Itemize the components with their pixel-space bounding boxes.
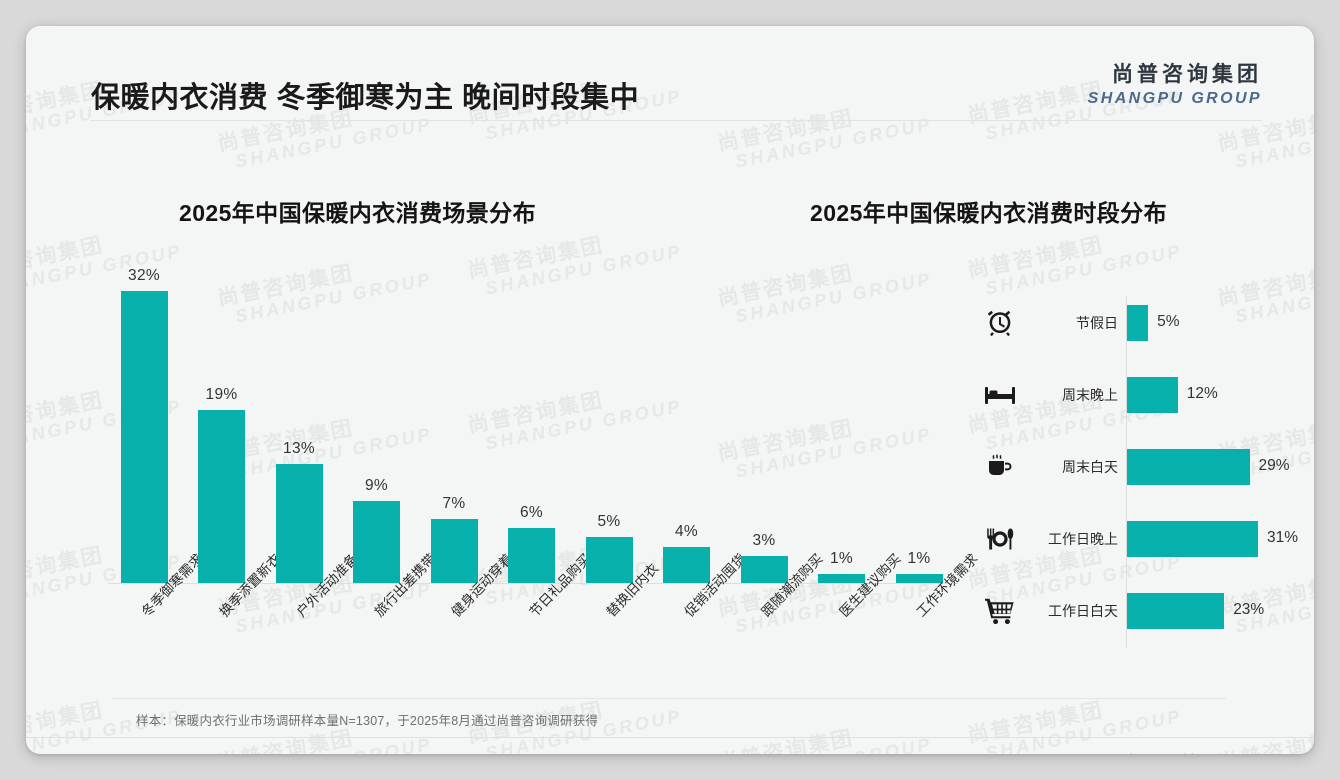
time-category-label: 周末晚上	[1062, 387, 1118, 403]
scene-bar-value-label: 9%	[364, 476, 388, 494]
scene-chart-plot-area: 32% 冬季御寒需求 19% 换季添置新衣 13% 户外活动准备 9% 旅行出差携带 7% 健身运…	[90, 267, 981, 620]
time-category-label: 工作日白天	[1048, 603, 1118, 619]
scene-bar-value-label: 19%	[205, 385, 238, 403]
scene-chart-baseline	[108, 583, 958, 584]
time-bar-row[interactable]: 周末晚上 12%	[966, 372, 1296, 418]
scene-bar-value-label: 6%	[519, 504, 543, 522]
scene-bar-value-label: 32%	[128, 267, 160, 284]
time-bar[interactable]	[1127, 449, 1250, 485]
scene-bar-value-label: 1%	[829, 549, 853, 567]
time-bar-row[interactable]: 节假日 5%	[966, 300, 1296, 346]
scene-bar[interactable]: 6%	[508, 504, 555, 583]
scene-bar-value-label: 7%	[442, 495, 466, 513]
brand-name-en: SHANGPU GROUP	[1087, 90, 1262, 108]
scene-bar-value-label: 5%	[597, 513, 621, 531]
time-bar-row[interactable]: 周末白天 29%	[966, 444, 1296, 490]
alarm-clock-icon	[980, 303, 1020, 343]
time-bar[interactable]	[1127, 593, 1225, 629]
time-distribution-chart: 节假日 5% 周末晚上 12% 周末白天 29% 工作日晚上 31% 工作日白天 23%	[966, 288, 1299, 648]
bed-icon	[980, 375, 1020, 415]
scene-bar[interactable]: 5%	[585, 513, 633, 583]
time-category-label: 工作日晚上	[1048, 531, 1118, 547]
scene-bar[interactable]: 13%	[275, 440, 323, 583]
time-category-label: 周末白天	[1062, 459, 1118, 475]
scene-bar[interactable]: 7%	[430, 495, 478, 583]
time-bar-row[interactable]: 工作日白天 23%	[966, 588, 1296, 634]
time-chart-axis-line	[1126, 296, 1127, 648]
scene-bar-value-label: 4%	[674, 522, 698, 540]
report-card: 尚普咨询集团 SHANGPU GROUP 尚普咨询集团 SHANGPU GROUP 尚普…	[26, 26, 1314, 754]
left-chart-title: 2025年中国保暖内衣消费场景分布	[179, 200, 536, 226]
scene-bar[interactable]: 1%	[818, 550, 865, 583]
scene-bar-group[interactable]: 1% 工作环境需求	[883, 550, 981, 620]
scene-bar-value-label: 3%	[752, 531, 776, 549]
time-bar-value-label: 5%	[1157, 313, 1180, 330]
scene-bar[interactable]: 9%	[353, 477, 400, 583]
scene-bar[interactable]: 19%	[198, 386, 245, 583]
card-footer: ©2025.10 SHANGPU GROUP www.shangpu-china…	[26, 738, 1314, 754]
brand-logo: 尚普咨询集团 SHANGPU GROUP	[1088, 62, 1262, 108]
coffee-cup-icon	[980, 447, 1020, 487]
time-bar-value-label: 29%	[1258, 457, 1290, 474]
scene-bar-group[interactable]: 3% 跟随潮流购买	[728, 532, 826, 620]
scene-bar-group[interactable]: 5% 替换旧内衣	[573, 513, 661, 620]
right-chart-title: 2025年中国保暖内衣消费时段分布	[810, 200, 1167, 226]
scene-bar-group[interactable]: 9% 旅行出差携带	[341, 477, 438, 620]
dinner-plate-icon	[980, 519, 1020, 559]
shopping-cart-icon	[980, 591, 1020, 631]
time-bar[interactable]	[1127, 377, 1178, 413]
header-divider	[90, 120, 1262, 121]
scene-bar[interactable]: 4%	[663, 523, 710, 583]
website-link[interactable]: www.shangpu-china.com	[1093, 752, 1236, 754]
card-header: 保暖内衣消费 冬季御寒为主 晚间时段集中 尚普咨询集团 SHANGPU GROU…	[26, 26, 1314, 122]
brand-name-cn: 尚普咨询集团	[1112, 63, 1262, 86]
time-bar-value-label: 12%	[1186, 385, 1218, 402]
time-bar[interactable]	[1127, 521, 1258, 557]
scene-bar-group[interactable]: 6% 节日礼品购买	[496, 504, 593, 620]
copyright-text: ©2025.10 SHANGPU GROUP	[104, 752, 277, 754]
scene-bar-group[interactable]: 7% 健身运动穿着	[418, 495, 516, 620]
scene-bar-group[interactable]: 4% 促销活动囤货	[651, 523, 748, 620]
scene-bar[interactable]: 3%	[740, 532, 788, 583]
time-category-label: 节假日	[1076, 315, 1118, 331]
time-bar-value-label: 23%	[1233, 601, 1265, 618]
scene-bar[interactable]: 1%	[895, 550, 943, 583]
time-bar-row[interactable]: 工作日晚上 31%	[966, 516, 1299, 562]
scene-bar-group[interactable]: 1% 医生建议购买	[806, 550, 903, 620]
scene-bar-group[interactable]: 19% 换季添置新衣	[186, 386, 283, 620]
scene-bar-value-label: 1%	[907, 549, 931, 567]
scene-bar[interactable]: 32%	[120, 267, 168, 583]
page-title: 保暖内衣消费 冬季御寒为主 晚间时段集中	[91, 82, 640, 114]
footer-divider	[26, 737, 1314, 738]
footnote-divider	[112, 698, 1226, 699]
scene-bar-value-label: 13%	[283, 440, 315, 458]
scene-bar-group[interactable]: 32% 冬季御寒需求	[108, 267, 206, 620]
time-bar-value-label: 31%	[1267, 529, 1299, 546]
scene-bar-group[interactable]: 13% 户外活动准备	[263, 440, 361, 620]
time-bar[interactable]	[1127, 305, 1149, 341]
sample-footnote: 样本：保暖内衣行业市场调研样本量N=1307，于2025年8月通过尚普咨询调研获…	[136, 714, 599, 728]
scene-distribution-chart: 32% 冬季御寒需求 19% 换季添置新衣 13% 户外活动准备 9% 旅行出差携带 7% 健身运…	[68, 267, 981, 676]
